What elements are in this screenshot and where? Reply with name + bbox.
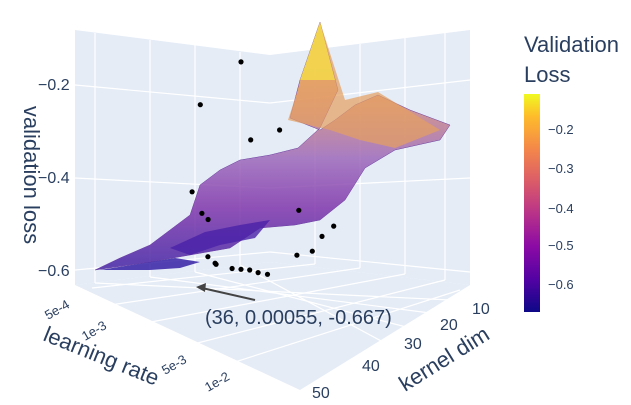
x-tick-label: 20 xyxy=(440,317,458,334)
colorbar-gradient xyxy=(524,94,540,312)
z-tick-label: −0.2 xyxy=(38,77,70,94)
data-point xyxy=(205,254,211,260)
z-tick-label: −0.4 xyxy=(38,170,70,187)
x-tick-label: 30 xyxy=(404,336,422,353)
floor-plane xyxy=(75,262,470,390)
grid-lines xyxy=(74,33,471,371)
y-tick-label: 5e-4 xyxy=(42,297,72,323)
data-point xyxy=(264,271,271,277)
data-point xyxy=(255,270,261,276)
x-tick-label: 10 xyxy=(472,301,490,318)
colorbar-tick-label: −0.5 xyxy=(548,238,574,253)
colorbar-title-line2: Loss xyxy=(524,62,570,87)
data-point xyxy=(189,189,195,195)
data-point xyxy=(248,137,254,143)
colorbar-tick-label: −0.4 xyxy=(548,201,574,216)
y-tick-label: 5e-3 xyxy=(159,352,189,378)
data-point xyxy=(309,248,315,254)
data-point xyxy=(331,223,337,229)
annotation-label: (36, 0.00055, -0.667) xyxy=(205,307,392,329)
data-point xyxy=(199,210,205,216)
z-tick-label: −0.6 xyxy=(38,263,70,280)
colorbar-title-line1: Validation xyxy=(524,32,619,57)
z-axis-title: validation loss xyxy=(19,106,44,244)
annotation-arrow xyxy=(196,283,256,301)
x-tick-label: 50 xyxy=(312,385,330,402)
data-point xyxy=(247,267,253,273)
data-point xyxy=(238,266,244,272)
x-tick-label: 40 xyxy=(362,358,380,375)
y-tick-label: 1e-2 xyxy=(202,369,232,395)
colorbar-tick-label: −0.6 xyxy=(548,277,574,292)
scatter-points xyxy=(189,59,337,277)
loss-surface xyxy=(94,21,451,271)
data-point xyxy=(229,265,235,272)
colorbar-tick-label: −0.2 xyxy=(548,122,574,137)
data-point xyxy=(212,260,218,266)
data-point xyxy=(277,127,283,133)
data-point xyxy=(197,102,203,108)
data-point xyxy=(294,252,300,258)
data-point xyxy=(238,59,244,65)
data-point xyxy=(205,216,211,223)
colorbar-tick-label: −0.3 xyxy=(548,161,574,176)
data-point xyxy=(319,233,325,239)
data-point xyxy=(296,207,302,213)
